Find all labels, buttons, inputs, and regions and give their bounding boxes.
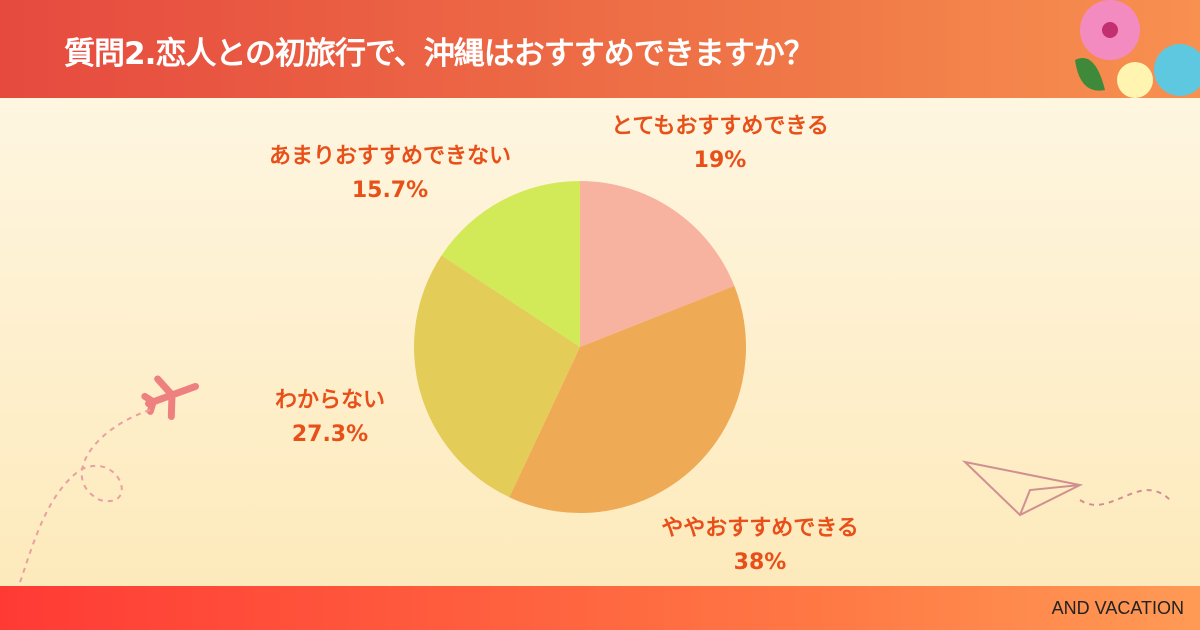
flight-path-line [9, 409, 151, 611]
header-banner: 質問2.恋人との初旅行で、沖縄はおすすめできますか？ [0, 0, 1200, 98]
hibiscus-flower-icon [1075, 0, 1200, 98]
page-title: 質問2.恋人との初旅行で、沖縄はおすすめできますか？ [64, 36, 815, 72]
pie-slice-1 [509, 285, 746, 513]
footer-banner: AND VACATION [0, 586, 1200, 630]
pie-slice-2 [414, 255, 580, 498]
slice-value: 27.3% [291, 422, 369, 447]
slice-value: 15.7% [351, 178, 429, 203]
slice-label: とてもおすすめできる [611, 114, 829, 139]
label-slice-1: ややおすすめできる 38% [620, 512, 900, 580]
airplane-icon [141, 375, 199, 421]
paper-plane-icon [961, 460, 1171, 517]
slice-value: 38% [733, 550, 787, 575]
label-slice-0: とてもおすすめできる 19% [580, 110, 860, 178]
brand-name: AND VACATION [1051, 598, 1184, 618]
label-slice-2: わからない 27.3% [240, 384, 420, 452]
pie-slice-0 [580, 181, 735, 347]
label-slice-3: あまりおすすめできない 15.7% [230, 140, 550, 208]
slice-label: ややおすすめできる [661, 516, 859, 541]
slice-value: 19% [693, 148, 747, 173]
slice-label: あまりおすすめできない [268, 144, 511, 169]
pie-slice-3 [441, 181, 580, 347]
slice-label: わからない [274, 388, 385, 413]
